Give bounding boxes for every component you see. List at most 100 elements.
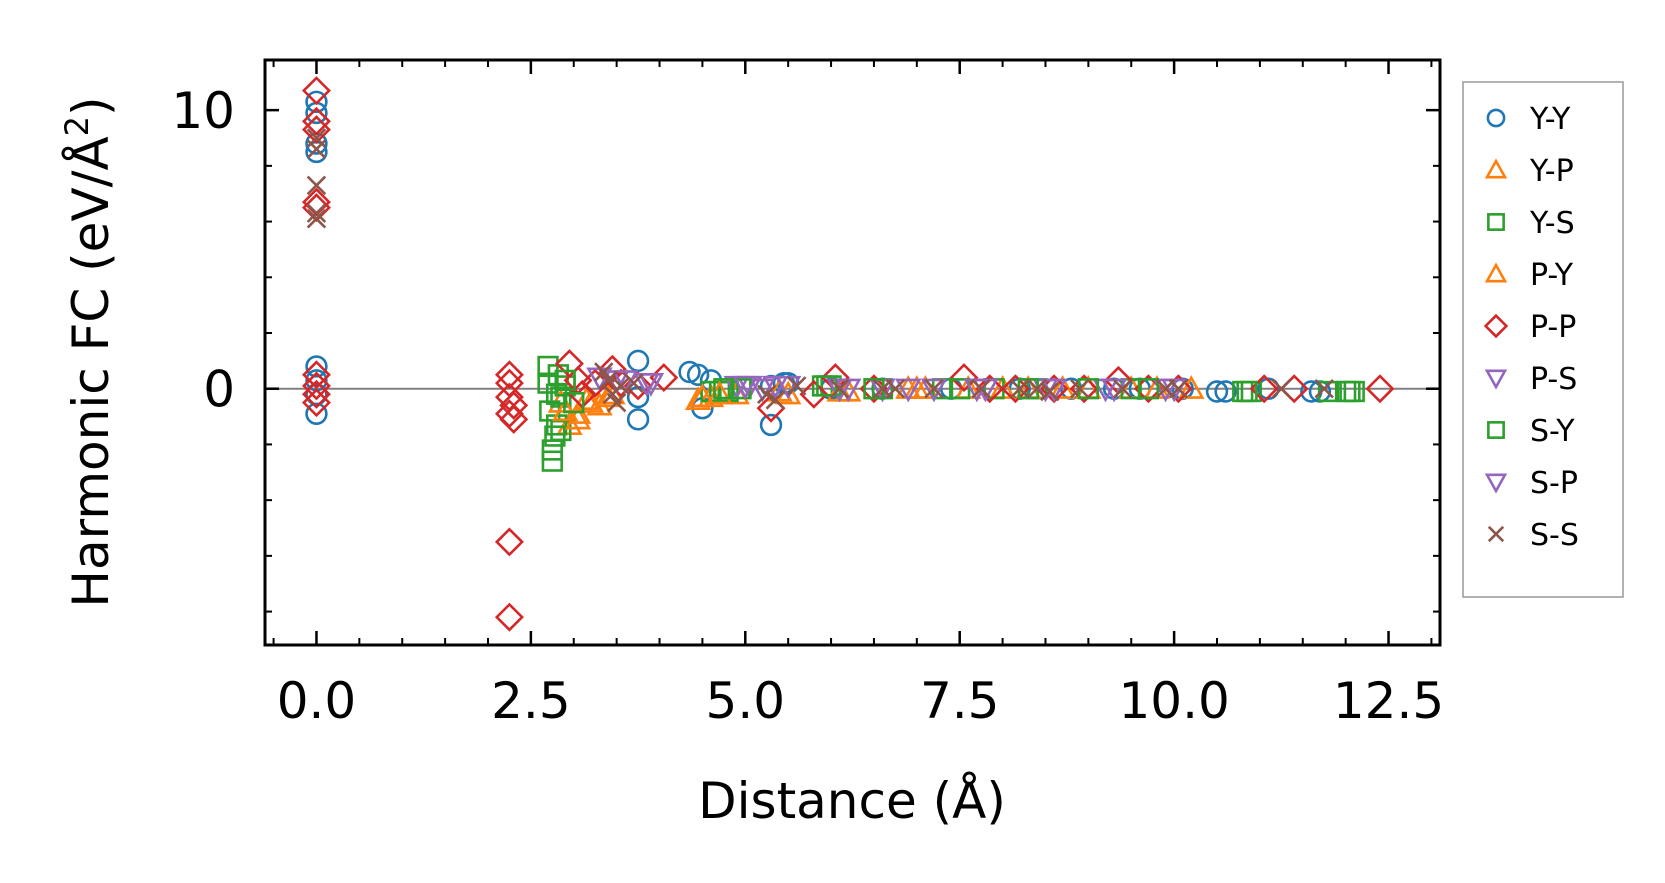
point-p-s — [920, 378, 948, 403]
point-p-y — [577, 388, 605, 413]
point-s-y — [554, 369, 576, 392]
point-y-y — [1214, 380, 1237, 403]
point-s-y — [563, 391, 585, 414]
point-p-p — [301, 115, 331, 145]
point-p-p — [301, 76, 331, 106]
point-y-y — [626, 349, 650, 373]
point-p-p — [494, 360, 524, 390]
point-s-y — [949, 378, 971, 400]
point-s-s — [787, 376, 807, 396]
point-p-y — [551, 397, 579, 422]
legend-label-s-s: S-S — [1530, 518, 1579, 553]
point-y-y — [305, 90, 328, 113]
y-axis-label-main: Harmonic FC (eV/Å — [62, 136, 120, 607]
point-y-s — [541, 450, 563, 472]
point-p-p — [301, 379, 331, 409]
legend-marker-p-s — [1484, 369, 1508, 390]
point-s-s — [765, 390, 786, 410]
point-s-s — [757, 384, 777, 405]
point-y-s — [550, 419, 572, 442]
legend-label-y-y: Y-Y — [1529, 102, 1571, 137]
point-s-s — [306, 139, 327, 159]
legend-marker-p-y — [1484, 262, 1508, 283]
legend-marker-y-p — [1484, 158, 1508, 179]
legend-label-s-y: S-Y — [1530, 414, 1575, 449]
legend-marker-s-s — [1487, 525, 1505, 543]
point-y-p — [1178, 375, 1205, 399]
point-s-s — [971, 378, 991, 399]
point-s-s — [598, 370, 618, 391]
x-axis-label: Distance (Å) — [698, 772, 1006, 830]
legend-label-s-p: S-P — [1530, 466, 1578, 501]
point-y-p — [1049, 375, 1076, 399]
legend-marker-s-y — [1487, 421, 1505, 439]
point-p-p — [494, 602, 524, 632]
point-p-p — [1365, 374, 1395, 404]
point-s-s — [306, 175, 327, 196]
point-y-y — [686, 363, 710, 386]
point-s-s — [1070, 378, 1090, 399]
point-y-y — [626, 408, 650, 431]
point-y-s — [544, 425, 566, 447]
point-p-y — [903, 375, 931, 399]
point-s-s — [606, 392, 627, 413]
y-tick-label: 0 — [203, 361, 235, 419]
point-p-p — [494, 527, 524, 557]
x-tick-label: 10.0 — [1118, 672, 1229, 730]
point-s-p — [732, 375, 759, 400]
point-s-s — [1314, 378, 1334, 399]
point-s-p — [762, 375, 789, 400]
point-p-y — [689, 383, 716, 408]
plot-frame — [263, 58, 1442, 647]
point-p-p — [301, 388, 331, 418]
legend-frame — [1462, 81, 1624, 598]
point-s-s — [829, 378, 850, 399]
point-y-y — [759, 413, 783, 437]
data-markers — [301, 76, 1395, 632]
point-p-p — [301, 106, 331, 136]
legend-marker-s-p — [1484, 473, 1508, 494]
point-s-s — [1040, 381, 1060, 402]
y-axis-label-close: ) — [62, 96, 120, 116]
point-s-s — [624, 373, 644, 393]
legend-label-y-s: Y-S — [1529, 206, 1575, 241]
point-s-y — [1339, 380, 1361, 403]
x-tick-label: 0.0 — [277, 672, 357, 730]
y-tick-label: 10 — [171, 82, 235, 140]
x-tick-label: 5.0 — [706, 672, 786, 730]
point-p-y — [564, 405, 592, 430]
point-s-s — [1112, 378, 1133, 399]
point-s-s — [306, 203, 327, 223]
legend-label-p-p: P-P — [1530, 310, 1576, 345]
x-tick-label: 7.5 — [920, 672, 1000, 730]
legend-label-y-p: Y-P — [1529, 154, 1574, 189]
point-s-s — [885, 378, 906, 399]
point-p-p — [499, 404, 529, 434]
tick-labels: 0.0 2.5 5.0 7.5 10.0 12.5 0 10 — [171, 82, 1444, 730]
point-p-p — [975, 374, 1005, 404]
x-tick-label: 2.5 — [491, 672, 571, 730]
legend: Y-Y Y-P Y-S P-Y P-P P-S S-Y S-P S-S — [1462, 81, 1624, 598]
legend-marker-y-s — [1487, 213, 1505, 231]
point-y-y — [1205, 380, 1229, 403]
legend-label-p-s: P-S — [1530, 362, 1577, 397]
point-y-y — [305, 402, 328, 425]
point-p-p — [554, 349, 584, 379]
point-s-s — [1271, 378, 1292, 399]
point-y-y — [305, 355, 328, 378]
legend-marker-y-y — [1486, 108, 1506, 128]
point-p-p — [799, 379, 829, 409]
point-s-y — [1236, 380, 1258, 403]
point-y-s — [1317, 380, 1340, 403]
point-p-s — [749, 378, 776, 403]
point-s-p — [633, 373, 660, 397]
y-axis-label-superscript: 2 — [58, 116, 96, 136]
legend-marker-p-p — [1483, 313, 1509, 339]
point-p-p — [301, 360, 331, 390]
point-s-y — [713, 378, 735, 400]
legend-label-p-y: P-Y — [1530, 258, 1574, 293]
point-s-s — [306, 209, 327, 229]
point-p-p — [949, 363, 979, 393]
axis-ticks — [265, 60, 1440, 645]
